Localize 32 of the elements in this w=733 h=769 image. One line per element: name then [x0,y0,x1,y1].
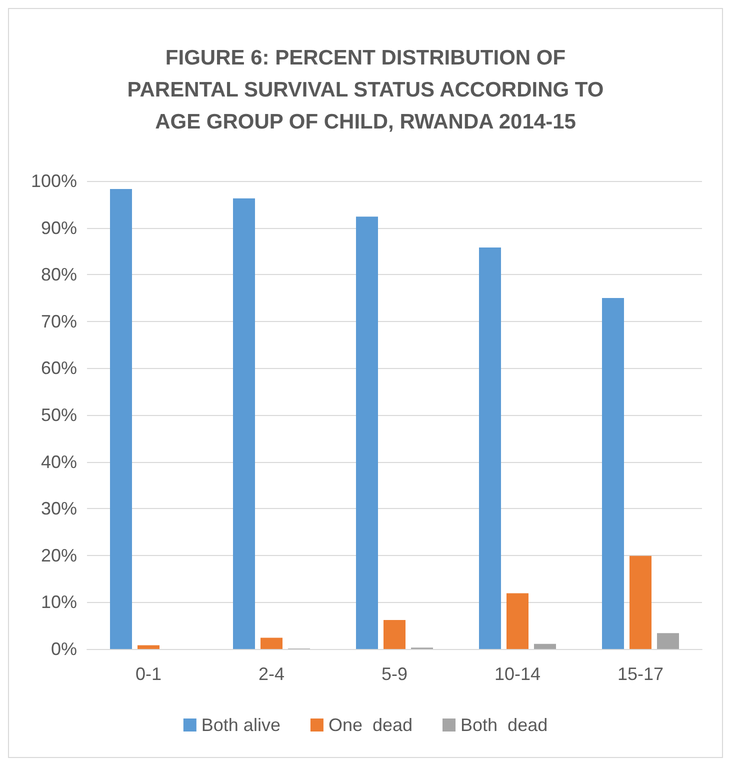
bar [110,188,132,649]
x-tick-label: 5-9 [381,664,408,684]
y-tick-label: 50% [40,405,77,425]
x-tick-label: 0-1 [135,664,162,684]
bar [356,216,378,649]
y-tick-label: 60% [40,358,77,378]
x-tick-label: 10-14 [494,664,541,684]
y-tick-label: 30% [40,498,77,519]
bar [630,556,652,649]
bar [657,633,679,649]
x-tick-label: 2-4 [258,664,285,684]
y-tick-label: 90% [40,218,77,238]
y-tick-label: 100% [30,171,77,191]
bar [506,593,528,649]
bar [479,247,501,649]
bar [260,638,282,649]
bar [602,298,624,649]
legend-label: Both alive [201,715,280,735]
legend-label: One dead [328,715,413,735]
y-tick-label: 70% [40,311,77,332]
x-tick-label: 15-17 [617,664,664,684]
y-tick-label: 10% [40,592,77,612]
bar [138,645,160,649]
y-tick-label: 80% [40,264,77,285]
bar [384,620,406,649]
y-tick-label: 20% [40,545,77,566]
chart-title: FIGURE 6: PERCENT DISTRIBUTION OF PARENTAL SURVIVAL STATUS ACCORDING TO AGE GROUP OF CHILD, RWANDA 2014-15 [127,46,604,134]
bar [534,644,556,649]
bar [233,198,255,649]
legend-label: Both dead [460,715,548,735]
y-tick-label: 0% [50,639,77,659]
y-tick-label: 40% [40,452,77,472]
